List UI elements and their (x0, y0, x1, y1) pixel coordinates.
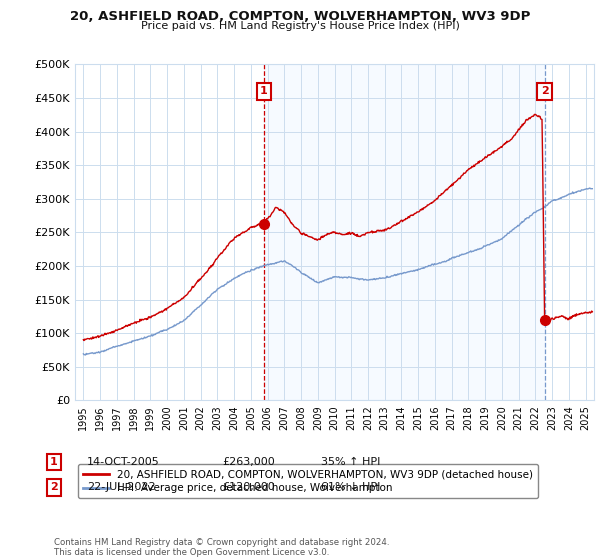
Text: 1: 1 (50, 457, 58, 467)
Text: 35% ↑ HPI: 35% ↑ HPI (321, 457, 380, 467)
Text: 22-JUL-2022: 22-JUL-2022 (87, 482, 155, 492)
Text: 2: 2 (50, 482, 58, 492)
Text: 61% ↓ HPI: 61% ↓ HPI (321, 482, 380, 492)
Text: 2: 2 (541, 86, 548, 96)
Text: 20, ASHFIELD ROAD, COMPTON, WOLVERHAMPTON, WV3 9DP: 20, ASHFIELD ROAD, COMPTON, WOLVERHAMPTO… (70, 10, 530, 23)
Text: Price paid vs. HM Land Registry's House Price Index (HPI): Price paid vs. HM Land Registry's House … (140, 21, 460, 31)
Legend: 20, ASHFIELD ROAD, COMPTON, WOLVERHAMPTON, WV3 9DP (detached house), HPI: Averag: 20, ASHFIELD ROAD, COMPTON, WOLVERHAMPTO… (77, 464, 538, 498)
Text: Contains HM Land Registry data © Crown copyright and database right 2024.
This d: Contains HM Land Registry data © Crown c… (54, 538, 389, 557)
Text: £120,000: £120,000 (222, 482, 275, 492)
Bar (264, 64, 545, 400)
Text: £263,000: £263,000 (222, 457, 275, 467)
Text: 1: 1 (260, 86, 268, 96)
Text: 14-OCT-2005: 14-OCT-2005 (87, 457, 160, 467)
